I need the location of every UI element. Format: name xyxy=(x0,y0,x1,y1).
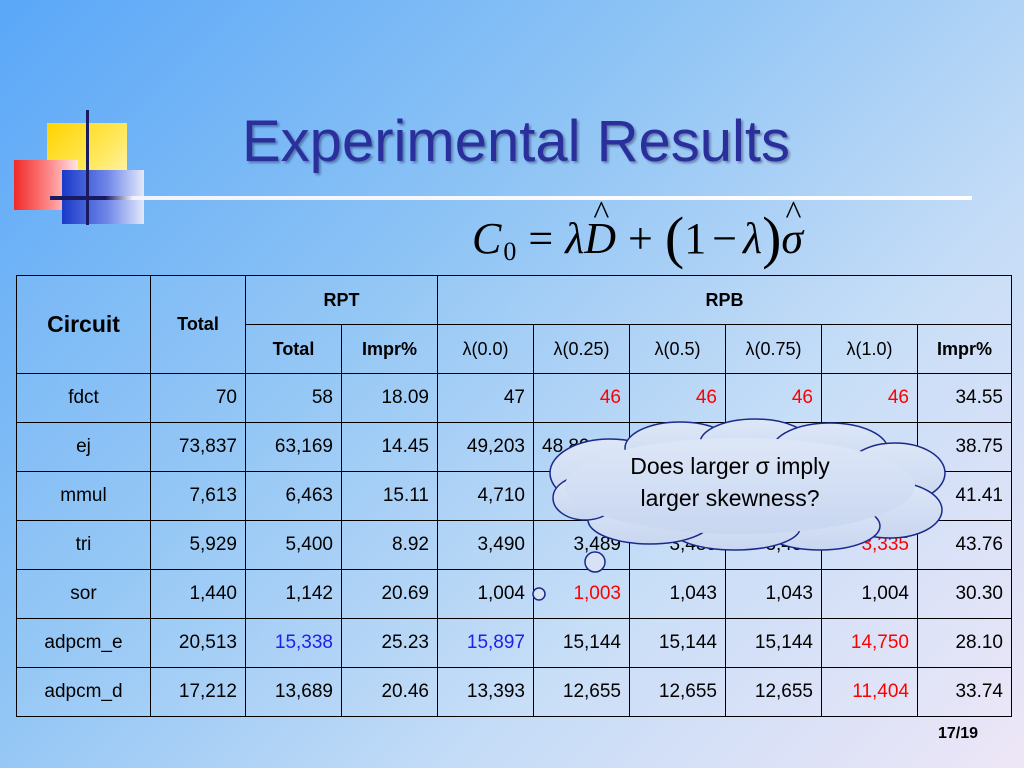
row-name: mmul xyxy=(16,471,151,521)
cell: 3,490 xyxy=(437,520,534,570)
cell-highlight: 14,750 xyxy=(821,618,918,668)
cell: 13,689 xyxy=(245,667,342,717)
cell: 12,655 xyxy=(629,667,726,717)
formula: C 0 = λ D ^ + ( 1 − λ ) σ ^ xyxy=(472,194,804,271)
cell: 33.74 xyxy=(917,667,1012,717)
cell: 34.55 xyxy=(917,373,1012,423)
row-name: tri xyxy=(16,520,151,570)
cell: 20.69 xyxy=(341,569,438,619)
decorative-vertical-line xyxy=(86,110,89,225)
cell: 17,212 xyxy=(150,667,246,717)
subheader-lambda-025: λ(0.25) xyxy=(533,324,630,374)
subheader-lambda-075: λ(0.75) xyxy=(725,324,822,374)
cell: 58 xyxy=(245,373,342,423)
formula-lparen: ( xyxy=(664,205,685,270)
formula-sigma-hat: σ ^ xyxy=(781,194,804,263)
header-total: Total xyxy=(150,275,246,374)
formula-d-hat: D ^ xyxy=(584,194,617,263)
cell: 49,203 xyxy=(437,422,534,472)
page-number: 17/19 xyxy=(938,725,979,742)
cell: 15,144 xyxy=(629,618,726,668)
thought-cloud-callout xyxy=(532,418,946,601)
cell: 12,655 xyxy=(725,667,822,717)
formula-minus: − xyxy=(712,213,738,263)
cell-highlight: 15,897 xyxy=(437,618,534,668)
cell-highlight: 15,338 xyxy=(245,618,342,668)
row-name: fdct xyxy=(16,373,151,423)
cell: 6,463 xyxy=(245,471,342,521)
cell: 25.23 xyxy=(341,618,438,668)
cell-highlight: 46 xyxy=(629,373,726,423)
callout-line-2: larger skewness? xyxy=(640,485,820,511)
subheader-rpt-total: Total xyxy=(245,324,342,374)
cell: 12,655 xyxy=(533,667,630,717)
cell: 8.92 xyxy=(341,520,438,570)
cell: 20,513 xyxy=(150,618,246,668)
formula-equals: = xyxy=(528,213,554,263)
table-row: sor 1,440 1,142 20.69 1,004 1,003 1,043 … xyxy=(16,569,1012,619)
cell-highlight: 46 xyxy=(821,373,918,423)
formula-lambda: λ xyxy=(565,213,585,263)
cell: 70 xyxy=(150,373,246,423)
formula-rparen: ) xyxy=(762,205,782,270)
cell-highlight: 46 xyxy=(533,373,630,423)
cell: 5,929 xyxy=(150,520,246,570)
subheader-rpt-impr: Impr% xyxy=(341,324,438,374)
slide-title: Experimental Results xyxy=(242,109,790,174)
cell: 14.45 xyxy=(341,422,438,472)
cell: 4,710 xyxy=(437,471,534,521)
cell: 47 xyxy=(437,373,534,423)
table-row: fdct 70 58 18.09 47 46 46 46 46 34.55 xyxy=(16,373,1012,423)
header-circuit: Circuit xyxy=(16,275,151,374)
callout-text: Does larger σ imply larger skewness? xyxy=(560,450,900,514)
table-row: adpcm_d 17,212 13,689 20.46 13,393 12,65… xyxy=(16,667,1012,717)
subheader-lambda-1: λ(1.0) xyxy=(821,324,918,374)
row-name: sor xyxy=(16,569,151,619)
table-row: adpcm_e 20,513 15,338 25.23 15,897 15,14… xyxy=(16,618,1012,668)
row-name: ej xyxy=(16,422,151,472)
cell: 15.11 xyxy=(341,471,438,521)
subheader-lambda-05: λ(0.5) xyxy=(629,324,726,374)
cell: 5,400 xyxy=(245,520,342,570)
cell: 1,004 xyxy=(437,569,534,619)
cell: 13,393 xyxy=(437,667,534,717)
cell: 28.10 xyxy=(917,618,1012,668)
row-name: adpcm_e xyxy=(16,618,151,668)
cell: 1,043 xyxy=(629,569,726,619)
cell: 20.46 xyxy=(341,667,438,717)
formula-one: 1 xyxy=(684,213,707,263)
formula-lambda-2: λ xyxy=(743,213,763,263)
cell: 63,169 xyxy=(245,422,342,472)
cell: 1,004 xyxy=(821,569,918,619)
cell-highlight: 46 xyxy=(725,373,822,423)
row-name: adpcm_d xyxy=(16,667,151,717)
cell: 18.09 xyxy=(341,373,438,423)
cell-highlight: 11,404 xyxy=(821,667,918,717)
cell: 1,043 xyxy=(725,569,822,619)
formula-subscript: 0 xyxy=(503,237,517,266)
formula-plus: + xyxy=(628,213,653,263)
subheader-lambda-0: λ(0.0) xyxy=(437,324,534,374)
subheader-rpb-impr: Impr% xyxy=(917,324,1012,374)
cell: 7,613 xyxy=(150,471,246,521)
cell: 15,144 xyxy=(533,618,630,668)
cell: 1,440 xyxy=(150,569,246,619)
formula-c: C xyxy=(472,213,502,263)
header-rpb: RPB xyxy=(437,275,1012,325)
cell: 43.76 xyxy=(917,520,1012,570)
title-underline xyxy=(50,196,972,200)
cell: 1,142 xyxy=(245,569,342,619)
callout-line-1: Does larger σ imply xyxy=(630,453,830,479)
header-rpt: RPT xyxy=(245,275,438,325)
results-table: Circuit Total RPT RPB Total Impr% λ(0.0)… xyxy=(16,275,1012,717)
cell-highlight: 1,003 xyxy=(533,569,630,619)
cell: 73,837 xyxy=(150,422,246,472)
cell: 15,144 xyxy=(725,618,822,668)
